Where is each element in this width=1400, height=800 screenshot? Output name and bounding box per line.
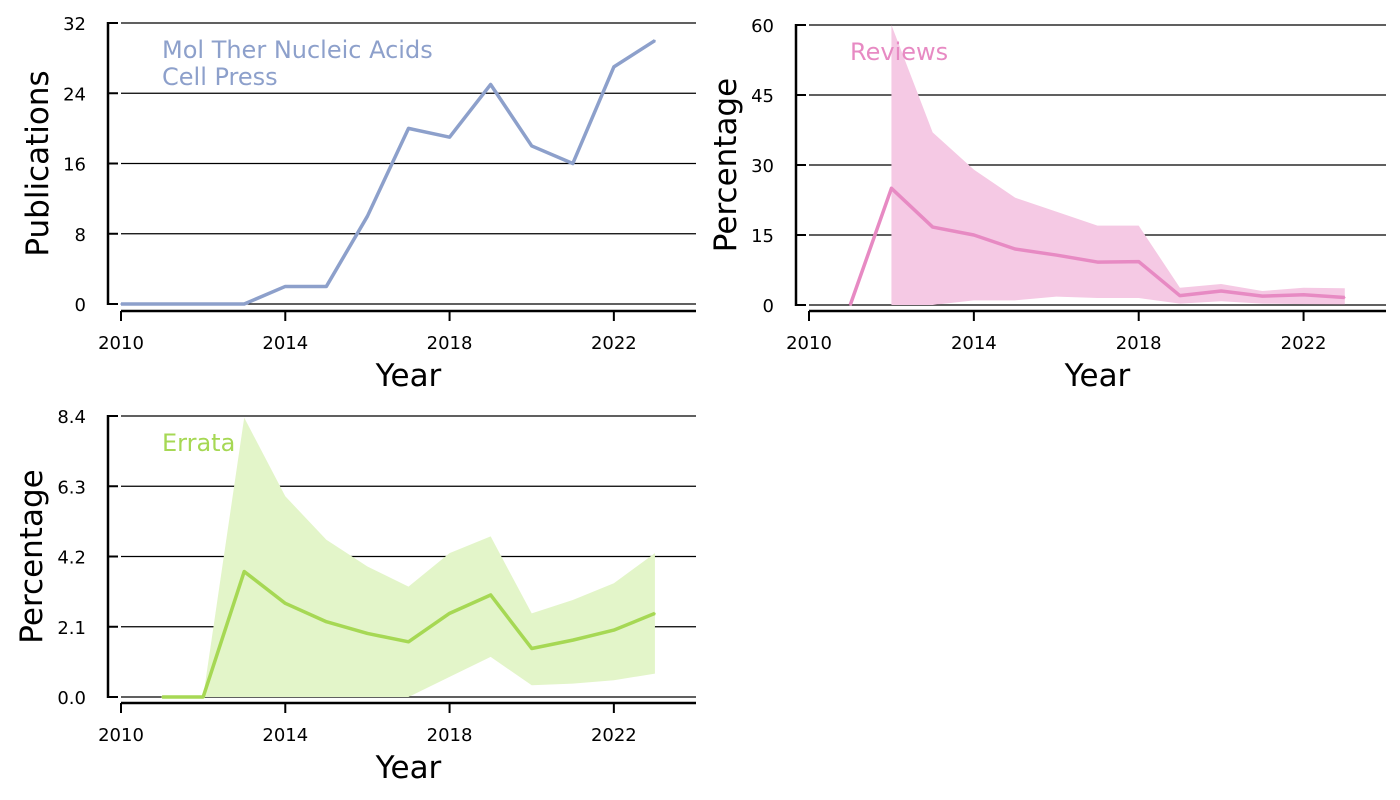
reviews-x-tick-label: 2022: [1281, 333, 1327, 354]
publications-data-point: [530, 145, 533, 147]
errata-data-point: [407, 641, 410, 643]
errata-data-point: [613, 629, 615, 631]
publications-y-tick-label: 16: [63, 155, 86, 176]
errata-data-point: [571, 639, 574, 641]
errata-data-point: [448, 612, 451, 615]
errata-y-tick-label: 8.4: [57, 407, 86, 428]
errata-y-tick-label: 6.3: [57, 477, 86, 498]
reviews-panel: 0 15 30 45 60 2010 2014 2018 2022 Year Percentage R…: [708, 16, 1386, 394]
reviews-legend-label: Reviews: [850, 38, 948, 66]
reviews-y-axis-title: Percentage: [708, 78, 744, 252]
reviews-y-tick-label: 60: [751, 16, 774, 37]
errata-y-tick-label: 2.1: [57, 618, 86, 639]
errata-x-tick-label: 2010: [98, 725, 144, 746]
reviews-data-point: [973, 234, 975, 236]
reviews-data-point: [1220, 290, 1222, 292]
reviews-x-tick-label: 2010: [786, 333, 832, 354]
publications-data-point: [448, 136, 451, 138]
reviews-data-point: [1261, 295, 1264, 297]
publications-data-point: [407, 127, 410, 130]
publications-x-tick-label: 2010: [98, 333, 144, 354]
publications-legend-label: Cell Press: [162, 63, 278, 91]
errata-data-point: [243, 570, 246, 573]
publications-x-tick-label: 2022: [591, 333, 637, 354]
publications-data-point: [489, 83, 492, 86]
publications-data-point: [366, 215, 369, 217]
publications-data-point: [325, 285, 328, 288]
reviews-data-point: [931, 226, 934, 228]
publications-data-point: [654, 39, 656, 42]
publications-y-tick-label: 32: [63, 14, 86, 35]
errata-data-point: [325, 620, 328, 623]
reviews-x-axis-title: Year: [1064, 358, 1131, 394]
publications-data-point: [161, 303, 163, 305]
publications-x-tick-label: 2014: [262, 333, 308, 354]
publications-y-tick-label: 8: [75, 225, 86, 246]
reviews-data-point: [1014, 248, 1016, 250]
reviews-data-point: [849, 304, 852, 306]
reviews-data-point: [1137, 260, 1140, 263]
errata-y-axis-title: Percentage: [14, 469, 50, 643]
publications-y-axis-title: Publications: [20, 70, 56, 256]
publications-y-tick-label: 0: [75, 295, 86, 316]
errata-data-point: [530, 647, 533, 650]
reviews-confidence-band: [891, 25, 1345, 305]
publications-data-point: [613, 66, 615, 68]
publications-x-axis-title: Year: [375, 358, 442, 394]
publications-panel: 0 8 16 24 32 2010 2014 2018 2022 Year Publications…: [20, 14, 696, 394]
errata-data-point: [366, 632, 369, 635]
errata-data-point: [202, 696, 204, 698]
reviews-y-tick-label: 45: [751, 86, 774, 107]
errata-legend-label: Errata: [162, 429, 235, 457]
reviews-y-tick-label: 30: [751, 156, 774, 177]
errata-confidence-band: [162, 417, 655, 697]
errata-x-tick-label: 2014: [262, 725, 308, 746]
publications-data-point: [284, 285, 287, 288]
errata-x-axis-title: Year: [375, 750, 442, 786]
errata-data-point: [489, 594, 492, 596]
reviews-data-point: [1343, 296, 1346, 299]
reviews-x-tick-label: 2018: [1116, 333, 1162, 354]
errata-data-point: [284, 602, 287, 605]
publications-data-point: [120, 303, 122, 305]
errata-x-tick-label: 2022: [591, 725, 637, 746]
errata-x-tick-label: 2018: [427, 725, 473, 746]
reviews-data-point: [1302, 293, 1305, 296]
reviews-data-point: [1179, 294, 1181, 297]
publications-data-point: [571, 162, 574, 165]
reviews-data-point: [1096, 261, 1099, 263]
reviews-y-tick-label: 15: [751, 226, 774, 247]
reviews-x-tick-label: 2014: [951, 333, 997, 354]
publications-data-point: [243, 303, 246, 305]
errata-y-tick-label: 0.0: [57, 688, 86, 709]
publications-legend-label: Mol Ther Nucleic Acids: [162, 36, 433, 64]
reviews-data-point: [890, 187, 893, 190]
publications-y-tick-label: 24: [63, 84, 86, 105]
errata-panel: 0.0 2.1 4.2 6.3 8.4 2010 2014 2018 2022 Year Perce…: [14, 407, 696, 786]
errata-data-point: [654, 612, 656, 615]
errata-y-tick-label: 4.2: [57, 548, 86, 569]
publications-data-point: [202, 303, 204, 305]
errata-data-point: [161, 696, 163, 698]
publications-series-line: [121, 39, 656, 306]
reviews-data-point: [1055, 254, 1058, 256]
publications-x-tick-label: 2018: [427, 333, 473, 354]
reviews-y-tick-label: 0: [763, 296, 774, 317]
